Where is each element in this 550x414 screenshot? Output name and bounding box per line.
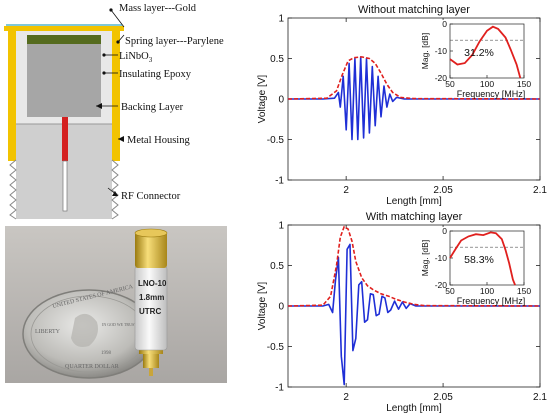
device-photo: UNITED STATES OF AMERICA LIBERTY IN GOD … <box>5 226 227 383</box>
y-tick-label: 0.5 <box>270 54 284 65</box>
y-tick-label: -0.5 <box>267 135 285 146</box>
connector-pin-shaft <box>62 160 68 212</box>
leader-mass <box>110 9 125 28</box>
linbo3-layer <box>27 35 101 44</box>
coin-text-denomination: QUARTER DOLLAR <box>65 364 119 370</box>
inset-y-axis-label: Mag. [dB] <box>420 33 430 69</box>
inset-spectrum-line <box>449 25 522 79</box>
label-backing-layer: Backing Layer <box>121 102 184 113</box>
y-tick-label: 0 <box>278 95 284 106</box>
inset-x-tick-label: 50 <box>445 286 455 296</box>
device-label-size: 1.8mm <box>139 293 164 302</box>
x-tick-label: 2.05 <box>433 185 453 196</box>
inset-x-axis-label: Frequency [MHz] <box>457 296 526 306</box>
label-metal-housing: Metal Housing <box>127 135 190 146</box>
inset-y-tick-label: -10 <box>435 253 448 263</box>
inset-bandwidth-annotation: 58.3% <box>464 254 494 266</box>
mass-layer <box>4 26 124 31</box>
inset-x-tick-label: 150 <box>517 79 531 89</box>
connector-center-pin <box>62 117 68 161</box>
y-tick-label: -1 <box>275 383 284 394</box>
x-tick-label: 2 <box>343 185 349 196</box>
y-tick-label: 0.5 <box>270 261 284 272</box>
inset-bandwidth-annotation: 31.2% <box>464 47 494 59</box>
chart-without-matching-layer: Without matching layer 1 0.5 0 -0.5 -1 2 2.05 2.… <box>257 4 547 207</box>
device-label-org: UTRC <box>139 307 161 316</box>
coin-text-motto: IN GOD WE TRUST <box>102 322 137 327</box>
x-axis-label: Length [mm] <box>386 403 442 414</box>
x-tick-label: 2.05 <box>433 392 453 403</box>
inset-y-tick-label: 0 <box>442 226 447 236</box>
x-tick-label: 2.1 <box>533 185 547 196</box>
x-tick-label: 2.1 <box>533 392 547 403</box>
envelope-series-line <box>287 225 541 307</box>
coin-text-liberty: LIBERTY <box>35 329 61 335</box>
y-tick-label: -0.5 <box>267 342 285 353</box>
inset-x-tick-label: 50 <box>445 79 455 89</box>
y-axis-label: Voltage [V] <box>257 282 268 331</box>
connector-left-thread <box>9 159 17 220</box>
inset-x-axis-label: Frequency [MHz] <box>457 89 526 99</box>
y-tick-label: 1 <box>278 221 284 232</box>
device-gold-cap <box>135 232 167 268</box>
x-tick-label: 2 <box>343 392 349 403</box>
label-mass-layer: Mass layer---Gold <box>119 3 197 14</box>
inset-x-tick-label: 100 <box>480 286 494 296</box>
y-tick-label: -1 <box>275 176 284 187</box>
inset-y-tick-label: -20 <box>435 280 448 290</box>
y-tick-label: 1 <box>278 14 284 25</box>
inset-spectrum-line <box>449 231 516 286</box>
transducer-cross-section-diagram: Mass layer---Gold Spring layer---Parylen… <box>4 3 224 220</box>
x-axis-label: Length [mm] <box>386 196 442 207</box>
chart-title: With matching layer <box>366 211 463 223</box>
connector-right-thread <box>111 159 119 220</box>
label-rf-connector: RF Connector <box>121 191 181 202</box>
coin-text-year: 1998 <box>101 351 112 356</box>
envelope-series-line <box>287 56 541 100</box>
device-label-model: LNO-10 <box>138 279 167 288</box>
y-axis-label: Voltage [V] <box>257 75 268 124</box>
inset-y-axis-label: Mag. [dB] <box>420 240 430 276</box>
label-insulating-epoxy: Insulating Epoxy <box>119 69 192 80</box>
signal-series-line <box>288 56 540 141</box>
housing-right-wall <box>112 31 120 161</box>
inset-x-tick-label: 150 <box>517 286 531 296</box>
y-tick-label: 0 <box>278 302 284 313</box>
housing-left-wall <box>8 31 16 161</box>
inset-y-tick-label: -20 <box>435 73 448 83</box>
inset-y-tick-label: -10 <box>435 46 448 56</box>
backing-layer <box>27 44 101 117</box>
label-spring-layer: Spring layer---Parylene <box>125 36 224 47</box>
chart-title: Without matching layer <box>358 4 470 16</box>
inset-x-tick-label: 100 <box>480 79 494 89</box>
chart-with-matching-layer: With matching layer 1 0.5 0 -0.5 -1 2 2.05 2.1 Le… <box>257 211 547 414</box>
inset-y-tick-label: 0 <box>442 19 447 29</box>
label-linbo3: LiNbO3 <box>119 51 153 64</box>
signal-series-line <box>288 243 540 386</box>
